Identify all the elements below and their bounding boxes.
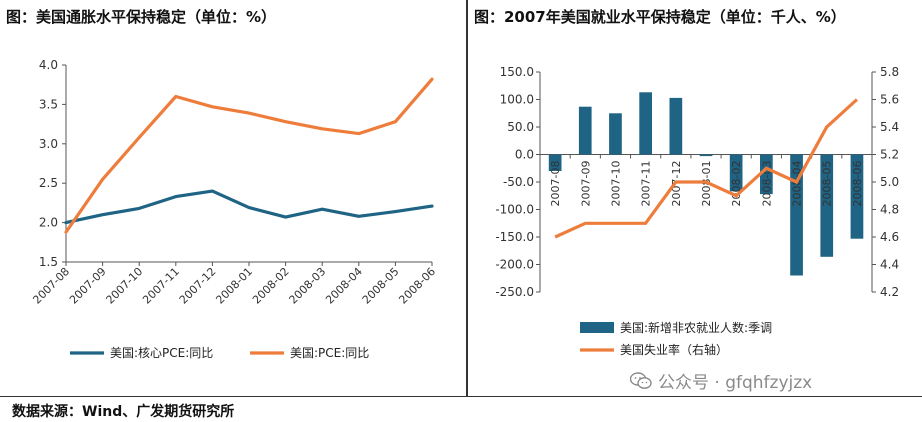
right-y-tick-label: 4.4 (880, 258, 899, 272)
employment-combo-chart: 150.0 100.0 50.0 0.0 -50.0 -100.0 -150.0 -200.0… (495, 65, 899, 357)
payroll-bar (669, 97, 683, 155)
left-chart-title: 图：美国通胀水平保持稳定（单位：%） (6, 8, 277, 26)
source-note: 数据来源：Wind、广发期货研究所 (12, 404, 235, 420)
series-line-2 (64, 77, 434, 234)
right-y-tick-label: 5.4 (880, 120, 899, 134)
right-y-tick-label: 5.0 (880, 175, 899, 189)
x-tick-label: 2008-03 (287, 265, 329, 307)
x-tick-label: 2007-10 (104, 265, 146, 307)
payroll-bar (760, 154, 773, 195)
watermark: 公众号 · gfqhfzyjzx (630, 368, 812, 393)
y-tick-label: 3.5 (39, 97, 58, 111)
unemployment-line (554, 98, 858, 239)
payroll-bar (820, 154, 834, 257)
x-tick-label: 2008-05 (821, 161, 834, 207)
right-y-tick-label: 5.2 (880, 148, 899, 162)
right-y-tick-label: 4.8 (880, 203, 899, 217)
payroll-bar (548, 154, 562, 171)
y-tick-label: 2.5 (39, 176, 58, 190)
x-tick-label: 2008-02 (730, 161, 743, 207)
payroll-bar (639, 92, 652, 155)
left-y-tick-label: -50.0 (503, 175, 534, 189)
legend-swatch-bar (580, 322, 614, 333)
x-tick-label: 2007-12 (177, 265, 219, 307)
watermark-text: 公众号 · gfqhfzyjzx (658, 373, 813, 393)
y-tick-label: 1.5 (39, 255, 58, 269)
legend-label-1: 美国:核心PCE:同比 (110, 346, 213, 360)
wechat-icon (630, 371, 652, 389)
payroll-bar (790, 154, 803, 276)
x-tick-label: 2008-06 (851, 161, 864, 207)
payroll-bar (850, 154, 864, 239)
payroll-bar (729, 154, 743, 192)
x-tick-label: 2007-11 (140, 265, 182, 307)
x-tick-label: 2008-04 (323, 265, 365, 307)
left-y-tick-label: 0.0 (515, 148, 534, 162)
right-y-tick-label: 5.6 (880, 93, 899, 107)
y-tick-label: 2.0 (39, 216, 58, 230)
right-y-tick-label: 4.6 (880, 230, 899, 244)
right-chart-title: 图：2007年美国就业水平保持稳定（单位：千人、%） (474, 8, 846, 26)
x-tick-label: 2008-01 (213, 265, 255, 307)
x-tick-label: 2007-11 (640, 161, 653, 207)
x-tick-label: 2007-08 (549, 161, 562, 207)
x-tick-label: 2007-10 (609, 161, 622, 207)
left-y-tick-label: -250.0 (495, 285, 534, 299)
series-line-1 (64, 189, 434, 225)
x-tick-label: 2007-09 (67, 265, 109, 307)
x-tick-label: 2008-02 (250, 265, 292, 307)
legend-label-line: 美国失业率（右轴） (620, 342, 728, 357)
left-y-tick-label: 50.0 (507, 120, 534, 134)
left-y-tick-label: -100.0 (495, 203, 534, 217)
footer-rule (0, 396, 922, 397)
left-y-tick-label: -150.0 (495, 230, 534, 244)
x-tick-label: 2007-08 (30, 265, 72, 307)
panel-divider (466, 0, 468, 396)
x-tick-label: 2008-06 (396, 265, 438, 307)
payroll-bar (609, 113, 622, 155)
y-tick-label: 3.0 (39, 137, 58, 151)
right-chart-panel: 图：2007年美国就业水平保持稳定（单位：千人、%） 150.0 100.0 50.… (468, 0, 922, 396)
x-tick-label: 2007-09 (579, 161, 592, 207)
left-y-tick-label: 150.0 (500, 65, 534, 79)
x-tick-label: 2008-05 (360, 265, 402, 307)
inflation-line-chart: 1.52.02.53.03.54.02007-082007-092007-102… (30, 58, 438, 360)
left-y-tick-label: -200.0 (495, 258, 534, 272)
right-y-tick-label: 4.2 (880, 285, 899, 299)
right-y-tick-label: 5.8 (880, 65, 899, 79)
left-y-tick-label: 100.0 (500, 93, 534, 107)
legend-label-2: 美国:PCE:同比 (290, 346, 369, 360)
left-chart-panel: 图：美国通胀水平保持稳定（单位：%） 1.5 2.0 2.5 3.0 3.5 4.0 200… (0, 0, 466, 396)
y-tick-label: 4.0 (39, 58, 58, 72)
legend-label-bar: 美国:新增非农就业人数:季调 (620, 320, 772, 335)
payroll-bar (699, 154, 713, 157)
payroll-bar (578, 106, 592, 155)
